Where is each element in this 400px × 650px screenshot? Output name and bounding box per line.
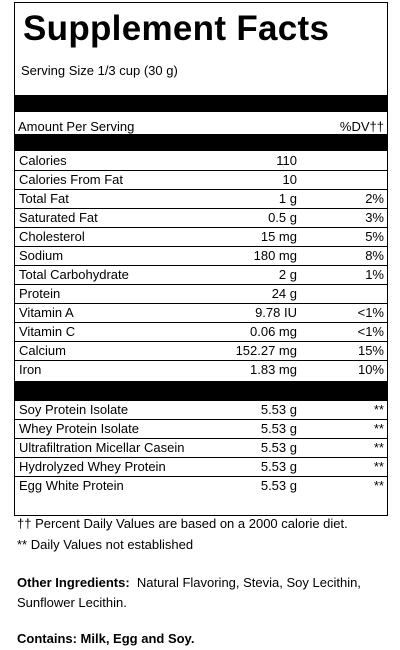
table-row: Egg White Protein 5.53 g ** [15, 477, 387, 495]
table-row: Soy Protein Isolate 5.53 g ** [15, 401, 387, 420]
table-row: Calcium 152.27 mg 15% [15, 342, 387, 361]
title: Supplement Facts [23, 9, 330, 48]
amount: 5.53 g [260, 440, 297, 455]
footnote: ** Daily Values not established [17, 537, 194, 552]
divider [15, 95, 387, 112]
nutrient-name: Soy Protein Isolate [19, 402, 129, 417]
daily-value: ** [373, 440, 384, 455]
table-row: Ultrafiltration Micellar Casein 5.53 g ** [15, 439, 387, 458]
daily-value: ** [373, 459, 384, 474]
table-row: Total Fat 1 g 2% [15, 190, 387, 209]
amount: 9.78 IU [255, 305, 297, 320]
nutrient-table: Calories 110 Calories From Fat 10 Total Fat 1… [15, 152, 387, 379]
daily-value: 15% [357, 343, 384, 358]
daily-value: ** [373, 478, 384, 493]
divider [15, 134, 387, 151]
amount: 1 g [278, 191, 297, 206]
nutrient-name: Sodium [19, 248, 64, 263]
daily-value: 8% [365, 248, 384, 263]
table-row: Cholesterol 15 mg 5% [15, 228, 387, 247]
nutrient-name: Vitamin A [19, 305, 74, 320]
table-row: Saturated Fat 0.5 g 3% [15, 209, 387, 228]
table-row: Calories From Fat 10 [15, 171, 387, 190]
amount: 0.06 mg [250, 324, 297, 339]
nutrient-name: Ultrafiltration Micellar Casein [19, 440, 185, 455]
table-row: Vitamin A 9.78 IU <1% [15, 304, 387, 323]
amount: 1.83 mg [250, 362, 297, 377]
daily-value: <1% [357, 324, 384, 339]
serving-size: Serving Size 1/3 cup (30 g) [21, 63, 178, 78]
label: Other Ingredients: [17, 575, 130, 590]
table-row: Total Carbohydrate 2 g 1% [15, 266, 387, 285]
table-row: Calories 110 [15, 152, 387, 171]
amount: 0.5 g [268, 210, 297, 225]
column-label: %DV†† [339, 119, 384, 134]
protein-table: Soy Protein Isolate 5.53 g ** Whey Protein … [15, 401, 387, 495]
table-row: Hydrolyzed Whey Protein 5.53 g ** [15, 458, 387, 477]
nutrient-name: Cholesterol [19, 229, 85, 244]
amount: 10 [282, 172, 297, 187]
table-row: Vitamin C 0.06 mg <1% [15, 323, 387, 342]
footnote: †† Percent Daily Values are based on a 2… [17, 516, 348, 531]
column-label: Amount Per Serving [18, 119, 135, 134]
amount: 152.27 mg [235, 343, 297, 358]
daily-value: 5% [365, 229, 384, 244]
table-row: Iron 1.83 mg 10% [15, 361, 387, 379]
amount: 110 [276, 153, 297, 168]
amount: 180 mg [253, 248, 297, 263]
amount: 5.53 g [260, 421, 297, 436]
amount: 24 g [271, 286, 297, 301]
nutrient-name: Saturated Fat [19, 210, 98, 225]
daily-value: 10% [357, 362, 384, 377]
amount: 5.53 g [260, 402, 297, 417]
table-row: Whey Protein Isolate 5.53 g ** [15, 420, 387, 439]
divider [15, 381, 387, 401]
daily-value: 2% [365, 191, 384, 206]
nutrient-name: Whey Protein Isolate [19, 421, 139, 436]
column-header: Amount Per Serving %DV†† [15, 114, 387, 134]
nutrient-name: Egg White Protein [19, 478, 124, 493]
nutrient-name: Iron [19, 362, 42, 377]
amount: 5.53 g [260, 478, 297, 493]
nutrient-name: Total Fat [19, 191, 69, 206]
daily-value: ** [373, 421, 384, 436]
amount: 5.53 g [260, 459, 297, 474]
daily-value: ** [373, 402, 384, 417]
ingredients: Natural Flavoring, Stevia, Soy Lecithin,… [17, 575, 361, 610]
contains: Contains: Milk, Egg and Soy. [17, 631, 195, 646]
other-ingredients: Other Ingredients: Natural Flavoring, St… [17, 573, 362, 613]
nutrient-name: Vitamin C [19, 324, 76, 339]
facts-panel: Supplement Facts Serving Size 1/3 cup (3… [14, 2, 388, 516]
table-row: Protein 24 g [15, 285, 387, 304]
amount: 2 g [278, 267, 297, 282]
nutrient-name: Calories From Fat [19, 172, 124, 187]
nutrient-name: Protein [19, 286, 61, 301]
daily-value: <1% [357, 305, 384, 320]
nutrient-name: Total Carbohydrate [19, 267, 129, 282]
nutrient-name: Calcium [19, 343, 66, 358]
daily-value: 3% [365, 210, 384, 225]
nutrient-name: Calories [19, 153, 67, 168]
nutrient-name: Hydrolyzed Whey Protein [19, 459, 166, 474]
daily-value: 1% [365, 267, 384, 282]
amount: 15 mg [260, 229, 297, 244]
table-row: Sodium 180 mg 8% [15, 247, 387, 266]
